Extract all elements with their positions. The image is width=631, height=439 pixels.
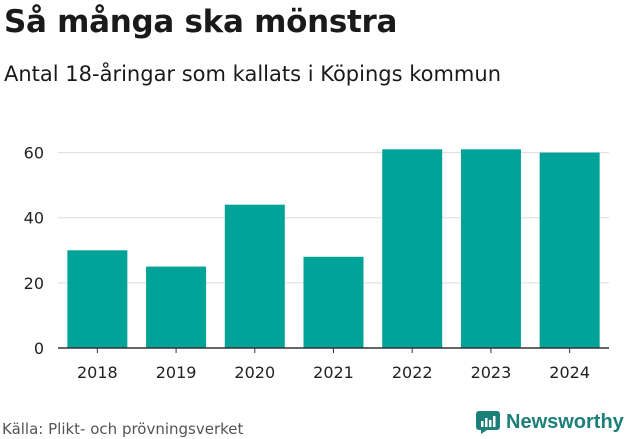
- y-tick-label: 40: [24, 209, 44, 228]
- bar[interactable]: [539, 152, 600, 348]
- chart-title: Så många ska mönstra: [4, 4, 398, 40]
- source-note: Källa: Plikt- och prövningsverket: [2, 420, 244, 438]
- y-tick-label: 0: [34, 339, 44, 358]
- x-tick-label: 2018: [77, 363, 118, 382]
- bar[interactable]: [382, 149, 443, 348]
- x-tick-label: 2024: [549, 363, 590, 382]
- brand-logo: Newsworthy: [475, 409, 624, 435]
- x-tick-label: 2023: [471, 363, 512, 382]
- chart-subtitle: Antal 18-åringar som kallats i Köpings k…: [4, 62, 502, 86]
- x-tick-label: 2019: [156, 363, 197, 382]
- brand-name: Newsworthy: [506, 410, 624, 433]
- y-tick-label: 60: [24, 144, 44, 163]
- bar[interactable]: [460, 149, 521, 348]
- newsworthy-logo-icon: [476, 411, 500, 434]
- bar[interactable]: [67, 250, 128, 348]
- bar[interactable]: [224, 204, 285, 348]
- y-tick-label: 20: [24, 274, 44, 293]
- x-tick-label: 2021: [313, 363, 354, 382]
- x-tick-label: 2022: [392, 363, 433, 382]
- bar[interactable]: [303, 256, 364, 348]
- bar[interactable]: [146, 266, 207, 348]
- x-tick-label: 2020: [234, 363, 275, 382]
